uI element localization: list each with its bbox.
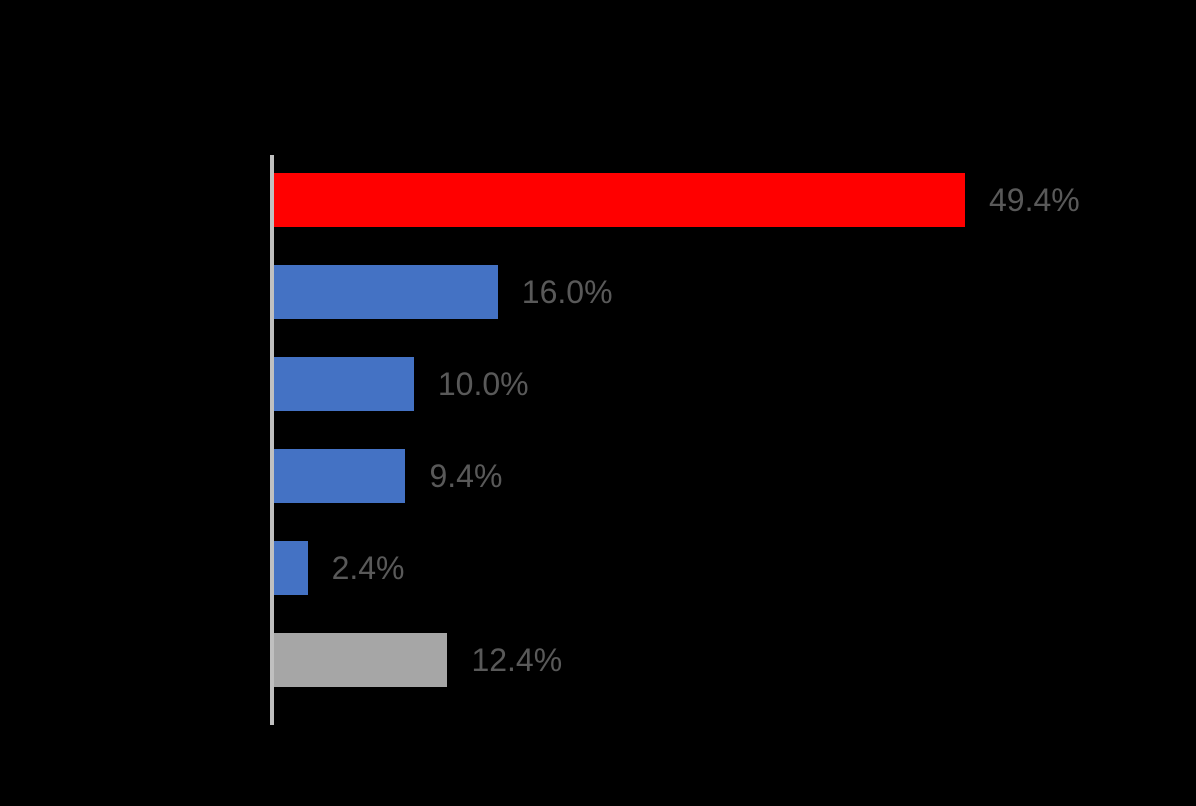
bar bbox=[274, 541, 308, 595]
bar bbox=[274, 357, 414, 411]
bar-row: 49.4% bbox=[274, 173, 1080, 227]
bar-row: 2.4% bbox=[274, 541, 405, 595]
bar bbox=[274, 265, 498, 319]
bar bbox=[274, 633, 447, 687]
bar-row: 9.4% bbox=[274, 449, 502, 503]
bar-row: 16.0% bbox=[274, 265, 613, 319]
bar-value-label: 2.4% bbox=[332, 550, 405, 587]
bar-value-label: 16.0% bbox=[522, 274, 613, 311]
bar bbox=[274, 173, 965, 227]
bar-value-label: 9.4% bbox=[429, 458, 502, 495]
bar-value-label: 10.0% bbox=[438, 366, 529, 403]
bar-value-label: 49.4% bbox=[989, 182, 1080, 219]
bar-row: 12.4% bbox=[274, 633, 562, 687]
bar-row: 10.0% bbox=[274, 357, 529, 411]
bar-chart: 49.4% 16.0% 10.0% 9.4% 2.4% 12.4% bbox=[270, 155, 1150, 745]
bar-value-label: 12.4% bbox=[471, 642, 562, 679]
bar bbox=[274, 449, 405, 503]
